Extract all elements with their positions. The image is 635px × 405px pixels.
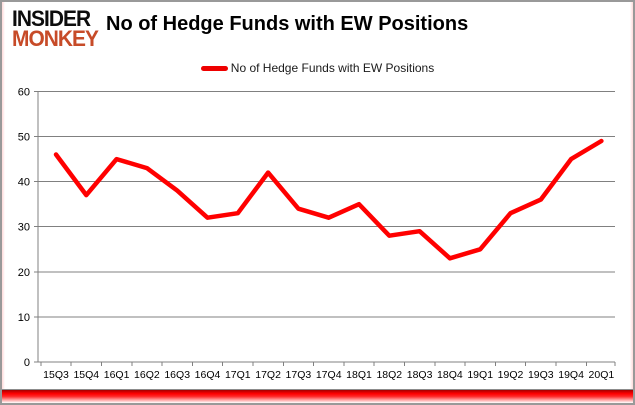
x-tick-label-19Q2: 19Q2 xyxy=(498,369,524,381)
x-tick-label-17Q1: 17Q1 xyxy=(225,369,251,381)
x-tick-label-17Q4: 17Q4 xyxy=(316,369,342,381)
axes xyxy=(37,91,615,363)
x-tick-label-17Q2: 17Q2 xyxy=(255,369,281,381)
bottom-red-band xyxy=(2,389,633,403)
hedge-funds-line-chart: 0 10 20 30 40 50 60 15Q3 15Q4 16Q1 16Q2 16Q3 16Q4 17Q… xyxy=(18,86,616,381)
legend-line-swatch xyxy=(200,65,228,71)
y-tick-label-20: 20 xyxy=(18,267,30,279)
x-tick-label-15Q3: 15Q3 xyxy=(43,369,69,381)
y-tick-label-40: 40 xyxy=(18,177,30,189)
y-tick-label-50: 50 xyxy=(18,132,30,144)
y-tick-label-0: 0 xyxy=(24,357,30,369)
y-tick-label-30: 30 xyxy=(18,222,30,234)
x-tick-label-19Q3: 19Q3 xyxy=(528,369,554,381)
legend-label: No of Hedge Funds with EW Positions xyxy=(230,61,435,75)
logo-word-monkey: MONKEY xyxy=(12,26,99,52)
x-tick-label-18Q1: 18Q1 xyxy=(346,369,372,381)
x-tick-label-18Q4: 18Q4 xyxy=(437,369,463,381)
x-tick-label-20Q1: 20Q1 xyxy=(589,369,615,381)
x-tick-label-18Q3: 18Q3 xyxy=(407,369,433,381)
x-tick-label-17Q3: 17Q3 xyxy=(286,369,312,381)
x-tick-label-16Q1: 16Q1 xyxy=(104,369,130,381)
x-tick-label-16Q4: 16Q4 xyxy=(195,369,221,381)
legend: No of Hedge Funds with EW Positions xyxy=(2,60,633,76)
logo-word-insider: INSIDER xyxy=(12,6,91,31)
series-line-ew-positions xyxy=(53,138,604,261)
x-tick-label-15Q4: 15Q4 xyxy=(73,369,99,381)
x-tick-label-19Q4: 19Q4 xyxy=(558,369,584,381)
x-tick-label-16Q2: 16Q2 xyxy=(134,369,160,381)
chart-title: No of Hedge Funds with EW Positions xyxy=(106,13,469,35)
y-tick-label-10: 10 xyxy=(18,312,30,324)
y-tick-label-60: 60 xyxy=(18,86,30,98)
x-tick-label-16Q3: 16Q3 xyxy=(164,369,190,381)
insider-monkey-logo: INSIDER MONKEY xyxy=(12,6,99,52)
x-tick-label-18Q2: 18Q2 xyxy=(376,369,402,381)
x-tick-label-19Q1: 19Q1 xyxy=(467,369,493,381)
